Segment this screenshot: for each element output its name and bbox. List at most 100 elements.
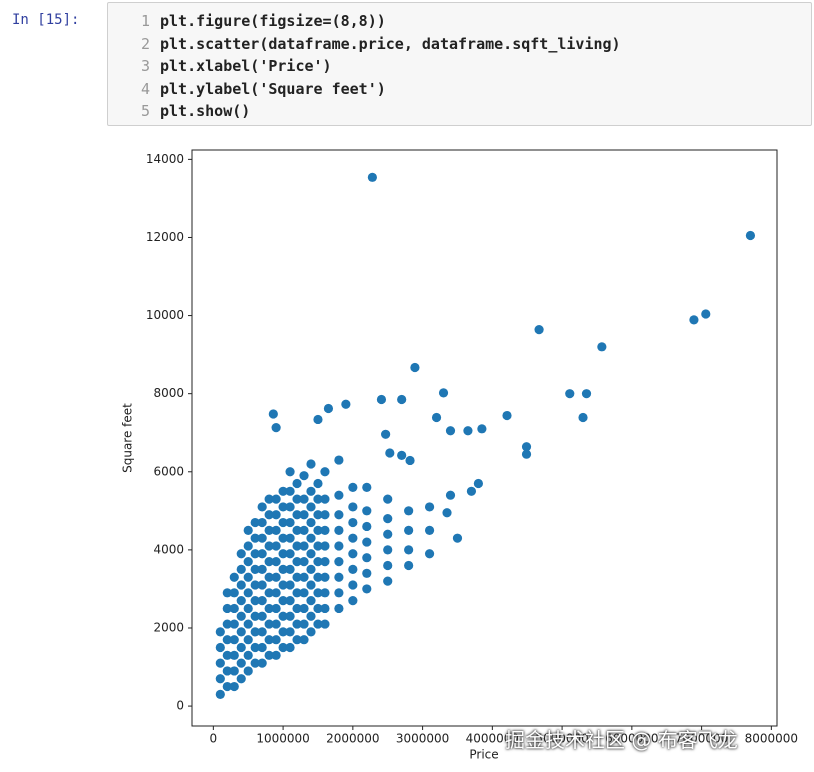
code-line: plt.ylabel('Square feet') [160,79,386,98]
scatter-point [334,541,344,551]
scatter-point [299,525,309,535]
scatter-point [397,450,407,460]
scatter-point [689,315,699,325]
line-number: 3 [140,57,150,75]
code-line: plt.scatter(dataframe.price, dataframe.s… [160,34,621,53]
scatter-point [405,455,415,466]
scatter-point [278,549,288,559]
scatter-point [362,482,372,492]
scatter-point [264,619,274,629]
line-number: 2 [140,34,150,53]
scatter-point [404,545,414,555]
y-tick-label: 8000 [153,386,184,400]
scatter-point [431,412,442,423]
scatter-point [215,642,225,653]
scatter-point [313,525,323,535]
scatter-point [410,362,420,373]
scatter-point [278,533,288,543]
scatter-point [313,478,323,489]
scatter-point [264,541,274,551]
scatter-point [250,517,260,528]
scatter-point [250,580,260,590]
scatter-point [215,658,225,668]
scatter-point [334,455,344,465]
scatter-point [597,342,607,352]
scatter-point [292,588,302,598]
scatter-point [285,580,295,590]
scatter-point [299,471,309,481]
scatter-point [215,627,225,637]
scatter-point [264,588,274,598]
x-tick-label: 2000000 [326,732,379,746]
scatter-point [278,596,288,606]
scatter-point [320,541,330,551]
scatter-point [222,603,232,614]
scatter-point [348,517,358,528]
scatter-point [292,510,302,520]
scatter-point [243,650,253,660]
x-tick-label: 7000000 [675,732,728,746]
scatter-point [306,517,316,528]
scatter-point [383,514,393,524]
scatter-point [313,541,323,551]
scatter-point [243,525,253,535]
code-line: plt.xlabel('Price') [160,57,332,75]
scatter-point [477,424,487,434]
scatter-point [257,549,267,559]
scatter-point [521,442,532,452]
scatter-point [306,502,316,512]
scatter-point [320,603,330,614]
scatter-point [271,556,281,567]
scatter-point [313,572,323,582]
scatter-point [264,650,274,660]
scatter-point [320,588,330,598]
scatter-point [250,611,260,621]
scatter-point [362,568,372,578]
scatter-point [348,502,358,512]
line-number: 5 [140,102,150,120]
scatter-point [320,467,330,477]
scatter-point [229,681,239,692]
scatter-point [278,502,288,512]
scatter-point [306,580,316,590]
scatter-point [264,556,274,567]
scatter-point [452,533,463,543]
scatter-point [285,611,295,621]
axes-frame [191,149,778,727]
scatter-point [463,426,473,436]
x-tick-label: 6000000 [605,732,658,746]
scatter-point [404,525,414,535]
scatter-point [271,525,281,535]
scatter-point [268,409,278,419]
scatter-point [292,541,302,551]
scatter-point [362,521,372,532]
scatter-point [313,510,323,520]
scatter-point [292,572,302,582]
scatter-point [376,394,387,405]
scatter-point [236,658,246,668]
scatter-point [243,541,253,551]
scatter-point [257,627,267,637]
scatter-point [271,572,281,582]
scatter-point [243,603,253,614]
scatter-point [320,510,330,520]
code-cell[interactable]: 1 plt.figure(figsize=(8,8)) 2 plt.scatter(d… [107,2,812,126]
scatter-point [424,549,435,559]
scatter-point [278,564,288,575]
scatter-point [271,541,281,551]
scatter-point [320,494,330,504]
y-tick-label: 4000 [153,542,184,556]
scatter-point [229,650,239,660]
scatter-point [271,588,281,598]
scatter-point [424,525,435,535]
scatter-point [278,580,288,590]
scatter-point [306,459,316,469]
y-tick-label: 0 [176,699,184,713]
y-tick-label: 6000 [153,464,184,478]
scatter-point [581,389,592,399]
scatter-point [264,494,274,504]
scatter-point [285,502,295,512]
scatter-point [323,403,334,414]
scatter-point [243,588,253,598]
scatter-point [264,525,274,535]
